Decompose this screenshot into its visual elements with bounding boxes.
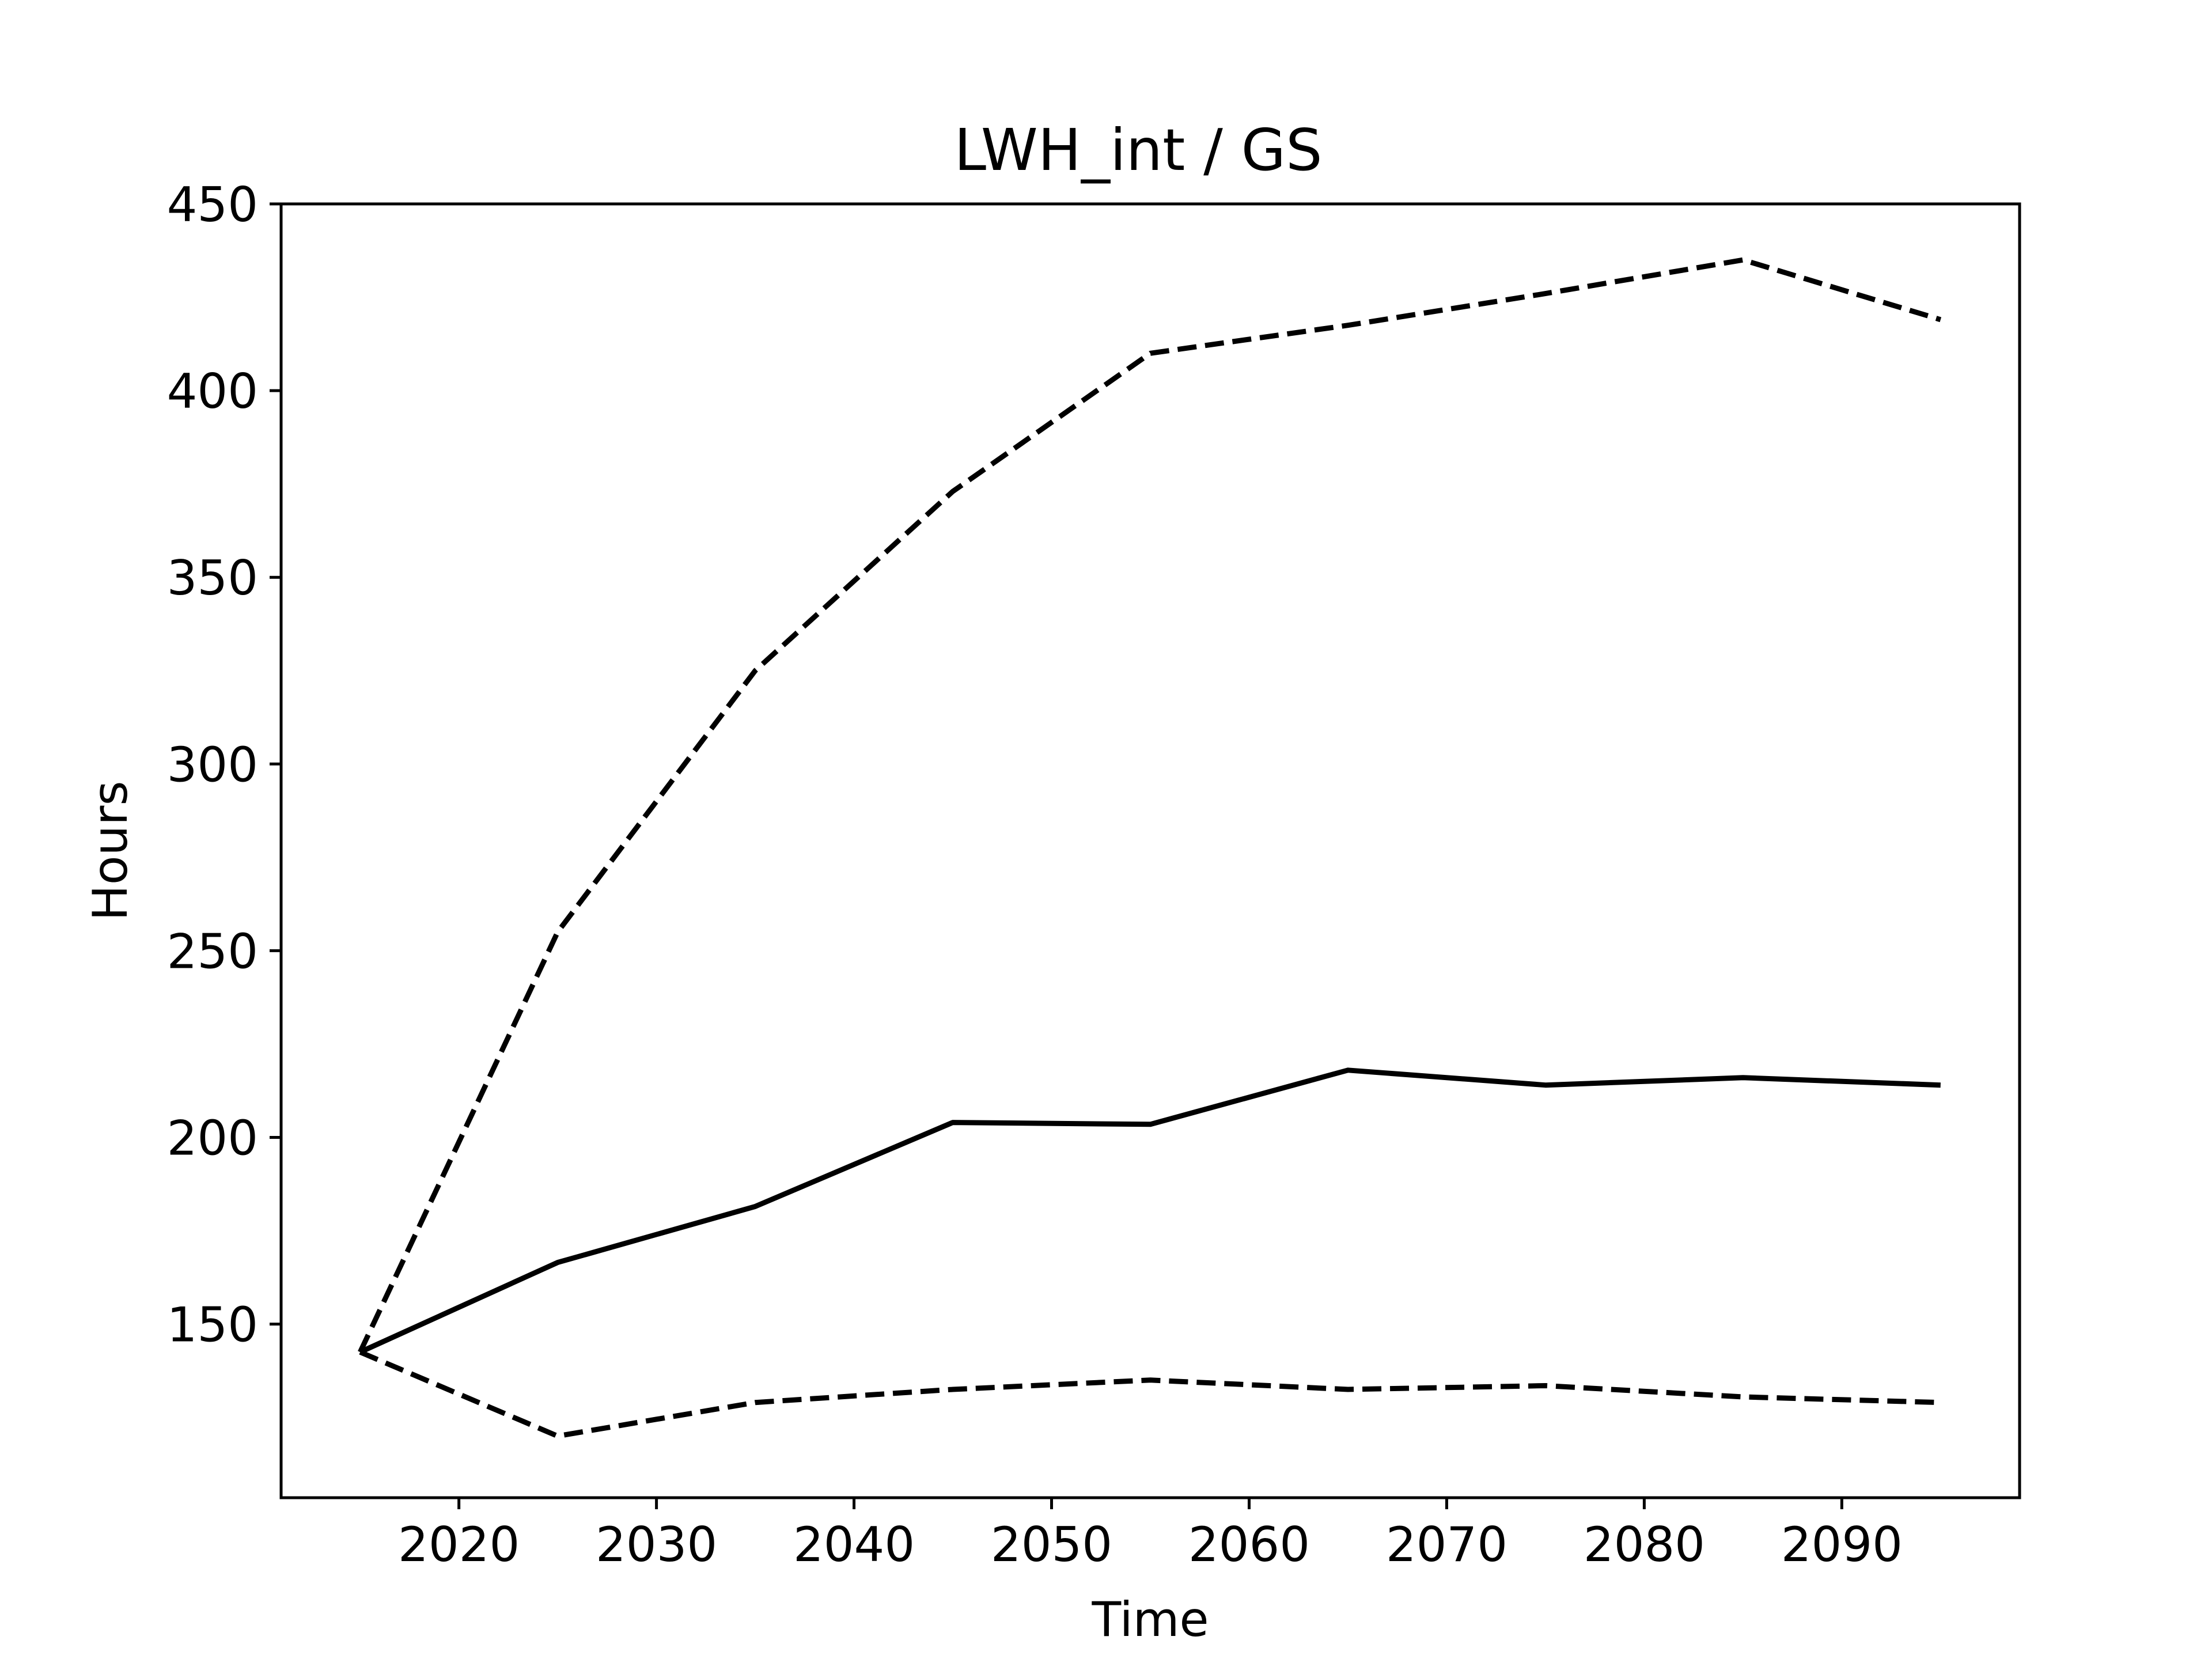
y-tick-label: 300 [167,737,258,793]
series-line-2 [358,257,1942,1354]
y-axis: 150 200 250 300 350 400 450 [167,177,281,1353]
y-tick-label: 200 [167,1110,258,1166]
x-tick-label: 2080 [1584,1517,1705,1573]
x-tick-label: 2050 [991,1517,1112,1573]
x-tick-label: 2060 [1188,1517,1310,1573]
plot-frame [279,202,2021,1499]
x-axis: 2020 2030 2040 2050 2060 2070 2080 2090 [398,1498,1903,1573]
chart-title: LWH_int / GS [954,116,1322,184]
y-tick-label: 350 [167,550,258,606]
y-axis-label: Hours [82,781,138,921]
x-tick-label: 2090 [1781,1517,1903,1573]
series-line-3 [359,1350,1941,1439]
x-tick-label: 2020 [398,1517,520,1573]
y-tick-label: 150 [167,1297,258,1353]
y-tick-label: 450 [167,177,258,233]
x-tick-label: 2030 [596,1517,717,1573]
series-line-1 [359,1067,1941,1355]
y-tick-label: 400 [167,363,258,419]
y-tick-label: 250 [167,923,258,979]
x-axis-label: Time [1091,1592,1209,1647]
series-layer [358,257,1942,1439]
x-tick-label: 2040 [793,1517,915,1573]
x-tick-label: 2070 [1386,1517,1508,1573]
